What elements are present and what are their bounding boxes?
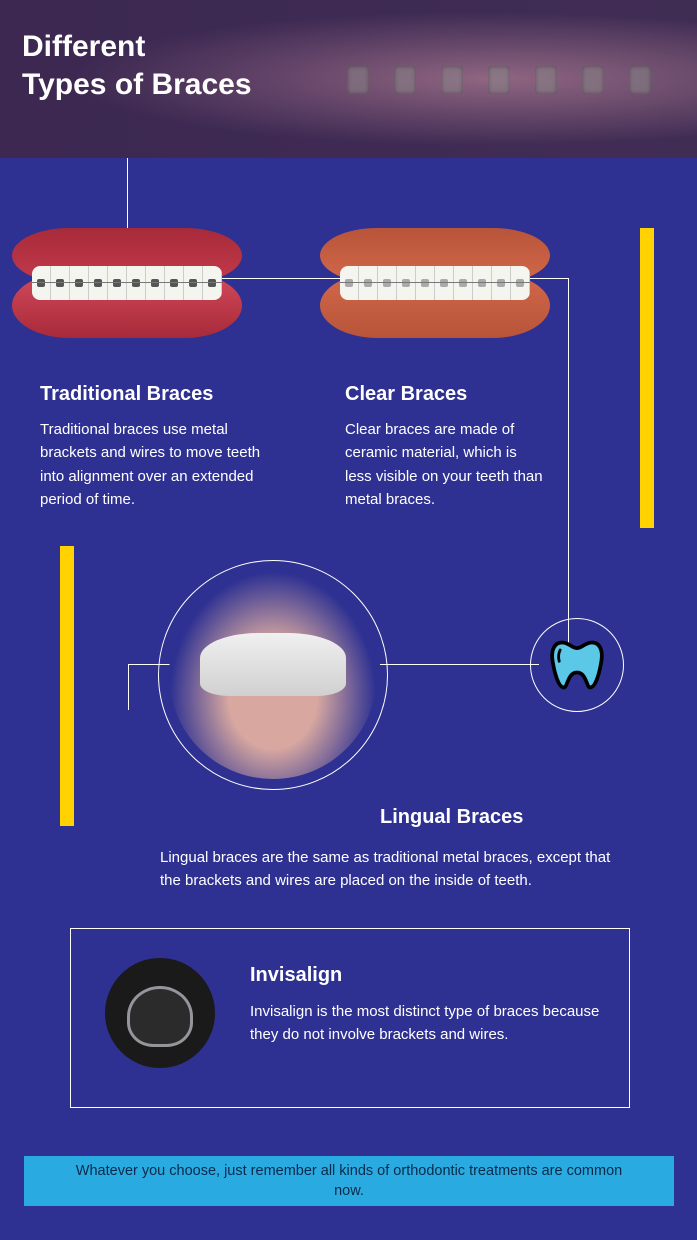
accent-bar-right: [640, 228, 654, 528]
footer-note: Whatever you choose, just remember all k…: [24, 1156, 674, 1206]
accent-bar-left: [60, 546, 74, 826]
traditional-title: Traditional Braces: [40, 383, 213, 406]
invisalign-image: [105, 958, 215, 1068]
connector-line: [568, 278, 569, 664]
traditional-braces-image: [12, 228, 242, 338]
hero-banner: Different Types of Braces: [0, 0, 697, 158]
clear-body: Clear braces are made of ceramic materia…: [345, 418, 545, 511]
invisalign-body: Invisalign is the most distinct type of …: [250, 1000, 600, 1047]
hero-braces-decor: [347, 55, 667, 105]
lingual-braces-image: [169, 571, 377, 779]
connector-line: [128, 664, 129, 710]
page-title: Different Types of Braces: [22, 28, 252, 103]
clear-braces-image: [320, 228, 550, 338]
clear-title: Clear Braces: [345, 383, 467, 406]
title-line-2: Types of Braces: [22, 66, 252, 104]
tooth-icon-frame: [530, 618, 624, 712]
main-content: Traditional Braces Traditional braces us…: [0, 158, 697, 1240]
invisalign-title: Invisalign: [250, 964, 342, 987]
lingual-braces-image-frame: [158, 560, 388, 790]
traditional-body: Traditional braces use metal brackets an…: [40, 418, 270, 511]
connector-line: [127, 158, 128, 230]
connector-line: [380, 664, 539, 665]
lingual-title: Lingual Braces: [380, 806, 523, 829]
title-line-1: Different: [22, 28, 252, 66]
tooth-icon: [547, 635, 607, 695]
footer-text: Whatever you choose, just remember all k…: [64, 1161, 634, 1202]
lingual-body: Lingual braces are the same as tradition…: [160, 846, 620, 893]
